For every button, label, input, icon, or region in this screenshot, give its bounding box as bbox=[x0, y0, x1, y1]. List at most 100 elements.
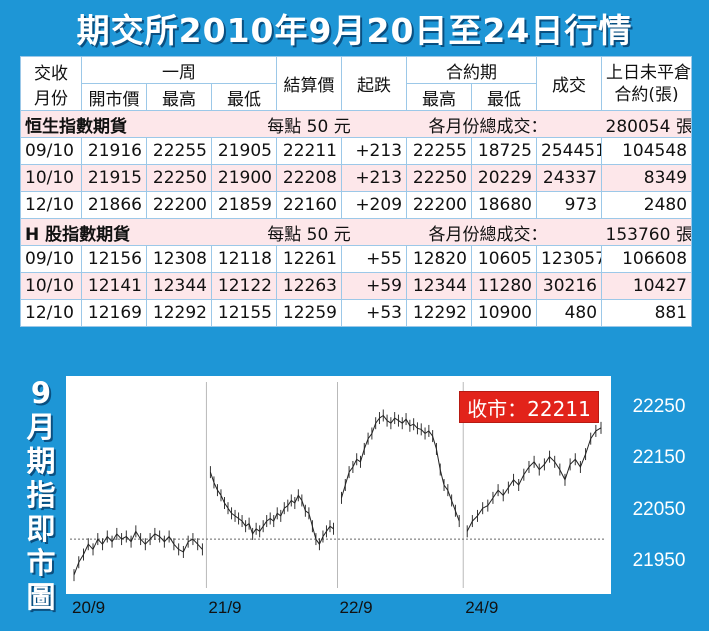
cell-settle: 12263 bbox=[276, 272, 343, 300]
quote-table: 交收 月份 一周 結算價 起跌 合約期 成交 上日未平倉 合約(張) 開市價 最高 … bbox=[20, 56, 693, 327]
cell-cp-low: 10605 bbox=[471, 245, 538, 273]
cell-month: 10/10 bbox=[20, 164, 82, 192]
cell-high: 22200 bbox=[146, 191, 212, 219]
section-total: 153760 張 bbox=[601, 218, 693, 246]
header-cp-low: 最低 bbox=[471, 83, 538, 111]
cell-open: 12141 bbox=[81, 272, 147, 300]
section-row: 恒生指數期貨 每點 50 元 各月份總成交： 280054 張 bbox=[20, 110, 693, 138]
cell-cp-low: 20229 bbox=[471, 164, 538, 192]
header-week: 一周 bbox=[80, 56, 278, 84]
session-series bbox=[73, 525, 203, 582]
x-tick-label: 24/9 bbox=[465, 598, 499, 617]
page-title: 期交所2010年9月20日至24日行情 bbox=[76, 10, 633, 50]
cell-volume: 480 bbox=[536, 299, 603, 327]
cell-open: 21866 bbox=[81, 191, 147, 219]
cell-open: 21916 bbox=[81, 137, 147, 165]
cell-volume: 24337 bbox=[536, 164, 603, 192]
cell-month: 09/10 bbox=[20, 137, 82, 165]
cell-change: +213 bbox=[341, 137, 408, 165]
chart-label-char: 市 bbox=[26, 546, 56, 580]
chart-label-char: 期 bbox=[26, 444, 56, 478]
header-cp-high: 最高 bbox=[406, 83, 473, 111]
chart-label-char: 9 bbox=[30, 376, 52, 410]
cell-settle: 22160 bbox=[276, 191, 343, 219]
cell-low: 12122 bbox=[210, 272, 278, 300]
x-tick-label: 21/9 bbox=[208, 598, 242, 617]
cell-change: +209 bbox=[341, 191, 408, 219]
cell-high: 12292 bbox=[146, 299, 212, 327]
table-row: 10/10 21915 22250 21900 22208 +213 22250… bbox=[20, 164, 693, 192]
cell-open-interest: 104548 bbox=[601, 137, 693, 165]
cell-settle: 22211 bbox=[276, 137, 343, 165]
price-line bbox=[341, 414, 460, 522]
header-contract-period: 合約期 bbox=[406, 56, 538, 84]
cell-cp-low: 11280 bbox=[471, 272, 538, 300]
header-contract-month: 交收 月份 bbox=[20, 56, 82, 111]
cell-high: 22250 bbox=[146, 164, 212, 192]
cell-change: +213 bbox=[341, 164, 408, 192]
cell-open-interest: 8349 bbox=[601, 164, 693, 192]
chart-label-char: 月 bbox=[26, 410, 56, 444]
cell-volume: 973 bbox=[536, 191, 603, 219]
header-open-interest: 上日未平倉 合約(張) bbox=[601, 56, 693, 111]
y-tick-label: 21950 bbox=[632, 550, 686, 572]
chart-label-char: 圖 bbox=[26, 580, 56, 614]
cell-cp-low: 10900 bbox=[471, 299, 538, 327]
cell-change: +53 bbox=[341, 299, 408, 327]
section-unit: 每點 50 元 bbox=[211, 110, 407, 138]
close-price-badge: 收市：22211 bbox=[459, 391, 599, 423]
y-tick-label: 22150 bbox=[632, 447, 686, 469]
cell-cp-high: 22200 bbox=[406, 191, 473, 219]
table-row: 09/10 12156 12308 12118 12261 +55 12820 … bbox=[20, 245, 693, 273]
cell-volume: 254451 bbox=[536, 137, 603, 165]
section-total-label: 各月份總成交： bbox=[406, 110, 602, 138]
cell-cp-high: 12344 bbox=[406, 272, 473, 300]
header-volume: 成交 bbox=[536, 56, 603, 111]
cell-volume: 30216 bbox=[536, 272, 603, 300]
cell-high: 12344 bbox=[146, 272, 212, 300]
cell-low: 12155 bbox=[210, 299, 278, 327]
cell-cp-high: 12292 bbox=[406, 299, 473, 327]
price-line bbox=[73, 530, 203, 576]
cell-cp-high: 12820 bbox=[406, 245, 473, 273]
header-settle: 結算價 bbox=[276, 56, 343, 111]
y-tick-label: 22250 bbox=[632, 395, 686, 417]
cell-month: 12/10 bbox=[20, 299, 82, 327]
session-series bbox=[466, 421, 602, 538]
section-name: 恒生指數期貨 bbox=[20, 110, 212, 138]
cell-open-interest: 10427 bbox=[601, 272, 693, 300]
cell-settle: 12261 bbox=[276, 245, 343, 273]
cell-high: 22255 bbox=[146, 137, 212, 165]
table-row: 12/10 12169 12292 12155 12259 +53 12292 … bbox=[20, 299, 693, 327]
chart-vertical-label: 9 月 期 指 即 市 圖 bbox=[18, 376, 64, 624]
table-row: 09/10 21916 22255 21905 22211 +213 22255… bbox=[20, 137, 693, 165]
cell-settle: 12259 bbox=[276, 299, 343, 327]
cell-low: 21905 bbox=[210, 137, 278, 165]
section-unit: 每點 50 元 bbox=[211, 218, 407, 246]
session-series bbox=[341, 409, 460, 528]
header-change: 起跌 bbox=[341, 56, 408, 111]
cell-open-interest: 2480 bbox=[601, 191, 693, 219]
cell-cp-low: 18725 bbox=[471, 137, 538, 165]
cell-open: 12169 bbox=[81, 299, 147, 327]
section-row: H 股指數期貨 每點 50 元 各月份總成交： 153760 張 bbox=[20, 218, 693, 246]
cell-month: 09/10 bbox=[20, 245, 82, 273]
cell-open: 12156 bbox=[81, 245, 147, 273]
section-total-label: 各月份總成交： bbox=[406, 218, 602, 246]
header-open: 開市價 bbox=[81, 83, 147, 111]
session-series bbox=[209, 466, 334, 551]
price-line bbox=[466, 427, 602, 532]
table-row: 12/10 21866 22200 21859 22160 +209 22200… bbox=[20, 191, 693, 219]
cell-high: 12308 bbox=[146, 245, 212, 273]
cell-low: 12118 bbox=[210, 245, 278, 273]
section-total: 280054 張 bbox=[601, 110, 693, 138]
price-line bbox=[209, 471, 334, 546]
cell-volume: 123057 bbox=[536, 245, 603, 273]
cell-open-interest: 106608 bbox=[601, 245, 693, 273]
y-tick-label: 22050 bbox=[632, 498, 686, 520]
x-tick-label: 22/9 bbox=[339, 598, 373, 617]
cell-change: +55 bbox=[341, 245, 408, 273]
section-name: H 股指數期貨 bbox=[20, 218, 212, 246]
cell-open: 21915 bbox=[81, 164, 147, 192]
